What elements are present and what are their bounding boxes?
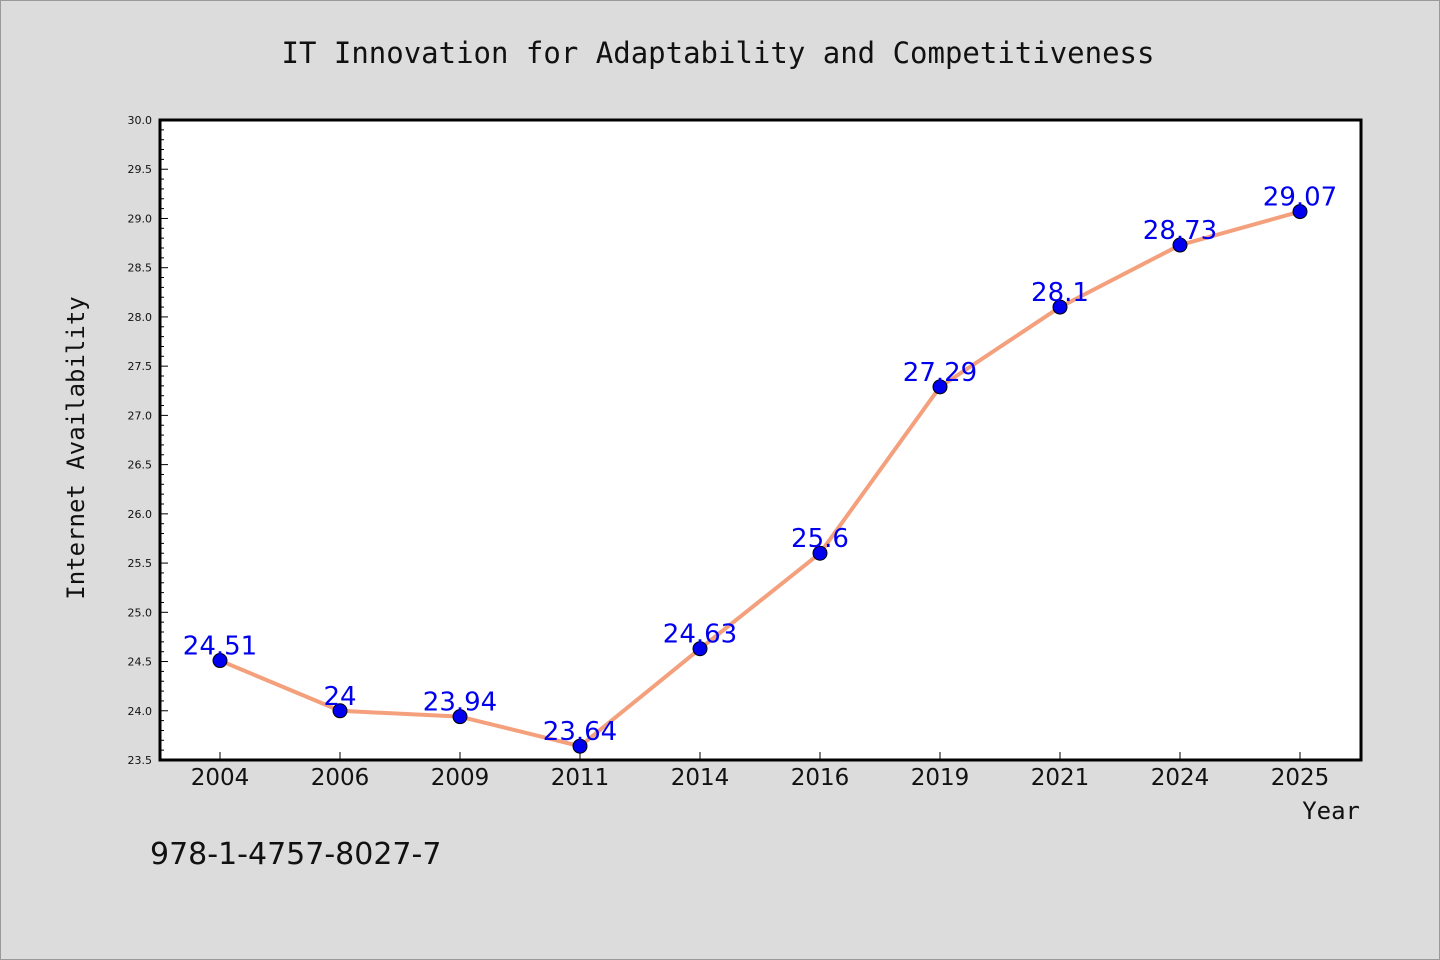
data-label: 24.51 — [183, 632, 257, 662]
x-axis: 2004 2006 2009 2011 2014 2016 2019 2021 2024 2025 — [191, 752, 1330, 791]
data-point — [812, 545, 828, 561]
y-tick-label: 24.5 — [128, 656, 153, 669]
x-tick-label: 2009 — [431, 765, 490, 791]
x-tick-label: 2011 — [551, 765, 610, 791]
x-tick-label: 2025 — [1271, 765, 1330, 791]
y-tick-label: 26.5 — [128, 459, 153, 472]
data-point — [452, 709, 468, 725]
plot-area — [160, 120, 1361, 760]
x-tick-label: 2019 — [911, 765, 970, 791]
y-tick-label: 30.0 — [128, 114, 153, 127]
data-point — [932, 379, 948, 395]
y-axis: 23.5 24.0 24.5 25.0 25.5 26.0 26.5 27.0 27.5 28.0… — [128, 114, 168, 767]
data-label: 23.64 — [543, 717, 617, 747]
x-tick-label: 2016 — [791, 765, 850, 791]
y-tick-label: 28.0 — [128, 311, 153, 324]
y-axis-title: Internet Availability — [62, 296, 90, 599]
data-point — [692, 641, 708, 657]
data-point — [1292, 204, 1308, 220]
y-tick-label: 28.5 — [128, 262, 153, 275]
y-tick-label: 25.0 — [128, 606, 153, 619]
data-label: 23.94 — [423, 688, 497, 718]
y-tick-label: 27.0 — [128, 409, 153, 422]
series-line — [218, 209, 1302, 749]
x-tick-label: 2006 — [311, 765, 370, 791]
data-label: 27.29 — [903, 358, 977, 388]
data-label: 28.1 — [1031, 278, 1089, 308]
y-tick-label: 29.0 — [128, 212, 153, 225]
x-axis-title: Year — [1302, 797, 1360, 825]
y-tick-label: 29.5 — [128, 163, 153, 176]
data-point — [212, 653, 228, 669]
data-label: 24.63 — [663, 620, 737, 650]
x-tick-label: 2004 — [191, 765, 250, 791]
data-label: 24 — [323, 682, 356, 712]
y-tick-label: 27.5 — [128, 360, 153, 373]
y-tick-label: 26.0 — [128, 508, 153, 521]
data-label: 28.73 — [1143, 216, 1217, 246]
x-tick-label: 2024 — [1151, 765, 1210, 791]
data-point — [1052, 299, 1068, 315]
data-point — [332, 703, 348, 719]
data-label: 29.07 — [1263, 183, 1337, 213]
series-line-group: 24.51 24 23.94 23.64 24.63 25.6 27.29 28.1 28.73… — [183, 183, 1337, 754]
x-tick-label: 2014 — [671, 765, 730, 791]
data-label: 25.6 — [791, 524, 849, 554]
plot-border — [158, 118, 1363, 762]
x-tick-label: 2021 — [1031, 765, 1090, 791]
y-tick-label: 23.5 — [128, 754, 153, 767]
isbn-label: 978-1-4757-8027-7 — [150, 837, 441, 872]
data-point — [572, 738, 588, 754]
y-tick-label: 25.5 — [128, 557, 153, 570]
chart-title: IT Innovation for Adaptability and Compe… — [282, 36, 1155, 70]
y-tick-label: 24.0 — [128, 705, 153, 718]
data-point — [1172, 237, 1188, 253]
